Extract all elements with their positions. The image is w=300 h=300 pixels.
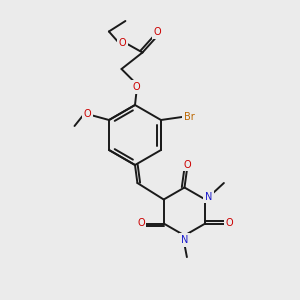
Text: O: O: [137, 218, 145, 229]
Text: O: O: [83, 109, 91, 119]
Text: Br: Br: [184, 112, 195, 122]
Text: O: O: [184, 160, 191, 170]
Text: O: O: [118, 38, 126, 48]
Text: O: O: [154, 27, 161, 37]
Text: N: N: [205, 191, 212, 202]
Text: N: N: [181, 235, 188, 245]
Text: O: O: [226, 218, 233, 229]
Text: O: O: [133, 82, 140, 92]
